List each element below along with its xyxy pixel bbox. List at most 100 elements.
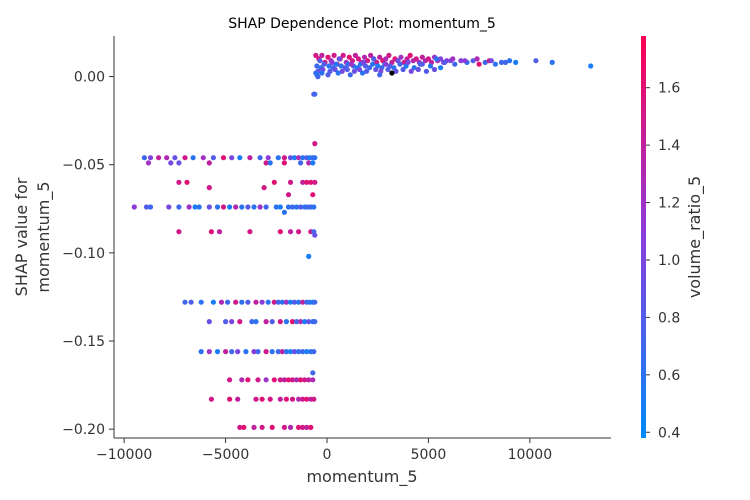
scatter-point: [218, 299, 225, 305]
scatter-point: [291, 349, 298, 355]
scatter-point: [271, 377, 277, 383]
y-ticks: 0.00 −0.05 −0.10 −0.15 −0.20: [62, 70, 114, 438]
y-tick-label: −0.20: [62, 422, 105, 438]
scatter-point: [261, 185, 267, 191]
scatter-point: [306, 160, 312, 166]
scatter-point: [304, 424, 310, 430]
scatter-point: [333, 61, 339, 67]
scatter-point: [312, 299, 318, 305]
scatter-point: [287, 179, 294, 185]
scatter-point: [289, 377, 296, 383]
scatter-point: [438, 65, 444, 71]
scatter-point: [344, 66, 350, 73]
scatter-point: [356, 66, 363, 73]
scatter-point: [263, 160, 269, 166]
scatter-point: [147, 204, 154, 210]
scatter-point: [253, 299, 259, 305]
scatter-point: [321, 61, 327, 67]
scatter-point: [377, 54, 383, 60]
scatter-point: [365, 58, 371, 64]
scatter-point: [277, 319, 283, 325]
scatter-point: [310, 160, 316, 166]
scatter-point: [257, 155, 263, 161]
scatter-point: [304, 396, 310, 402]
y-axis-label-line-1: SHAP value for: [12, 177, 31, 296]
scatter-point: [474, 56, 480, 62]
scatter-point: [279, 349, 285, 355]
scatter-point: [145, 160, 152, 166]
scatter-point: [263, 377, 269, 383]
scatter-point: [220, 155, 227, 161]
y-tick-label: −0.15: [62, 334, 105, 350]
scatter-point: [214, 204, 221, 210]
scatter-point: [233, 299, 239, 305]
scatter-point: [251, 424, 257, 430]
x-axis-label: momentum_5: [306, 467, 417, 487]
scatter-point: [287, 424, 294, 430]
scatter-point: [206, 319, 212, 325]
scatter-point: [450, 56, 456, 62]
scatter-point: [283, 396, 289, 402]
scatter-point: [312, 179, 318, 185]
scatter-point: [235, 349, 241, 355]
scatter-point: [147, 155, 154, 161]
scatter-point: [311, 204, 317, 210]
scatter-point: [300, 179, 306, 185]
scatter-point: [186, 204, 192, 210]
scatter-point: [182, 155, 188, 161]
colorbar-tick-label: 1.0: [658, 253, 680, 269]
scatter-point: [245, 377, 251, 383]
scatter-point: [263, 349, 269, 355]
scatter-point: [263, 204, 269, 210]
scatter-point: [507, 58, 513, 64]
scatter-point: [281, 424, 287, 430]
scatter-point: [283, 319, 289, 325]
scatter-point: [368, 52, 374, 59]
scatter-point: [206, 349, 212, 355]
scatter-point: [304, 179, 310, 185]
scatter-point: [259, 299, 265, 305]
scatter-point: [300, 155, 306, 161]
scatter-point: [351, 68, 357, 74]
scatter-point: [251, 204, 257, 210]
y-tick-label: 0.00: [74, 70, 105, 86]
scatter-point: [176, 160, 182, 166]
scatter-point: [470, 58, 476, 64]
scatter-point: [419, 54, 425, 60]
scatter-point: [251, 349, 257, 355]
scatter-point: [317, 58, 323, 64]
scatter-point: [190, 155, 196, 161]
scatter-point: [498, 59, 505, 65]
scatter-point: [289, 319, 296, 325]
scatter-point: [312, 91, 318, 97]
scatter-point: [549, 59, 555, 65]
scatter-point: [259, 396, 265, 402]
scatter-point: [285, 377, 292, 383]
scatter-point: [329, 59, 335, 65]
scatter-point: [431, 66, 438, 73]
scatter-point: [271, 299, 277, 305]
scatter-point: [476, 61, 482, 67]
scatter-point: [373, 66, 379, 73]
scatter-point: [298, 377, 304, 383]
scatter-point: [513, 59, 519, 65]
scatter-point: [164, 155, 170, 161]
scatter-point: [229, 155, 235, 161]
scatter-point: [300, 396, 306, 402]
scatter-point: [304, 349, 310, 355]
scatter-point: [200, 155, 206, 161]
scatter-point: [281, 377, 287, 383]
scatter-point: [433, 56, 440, 62]
scatter-point: [283, 349, 289, 355]
scatter-point: [206, 160, 212, 166]
scatter-point: [255, 377, 261, 383]
x-tick-label: −10000: [96, 447, 152, 463]
scatter-point: [319, 70, 325, 76]
scatter-point: [367, 65, 373, 71]
scatter-point: [340, 52, 346, 59]
scatter-point: [287, 229, 294, 235]
colorbar: [641, 36, 646, 438]
scatter-point: [168, 160, 174, 166]
scatter-point: [198, 349, 204, 355]
